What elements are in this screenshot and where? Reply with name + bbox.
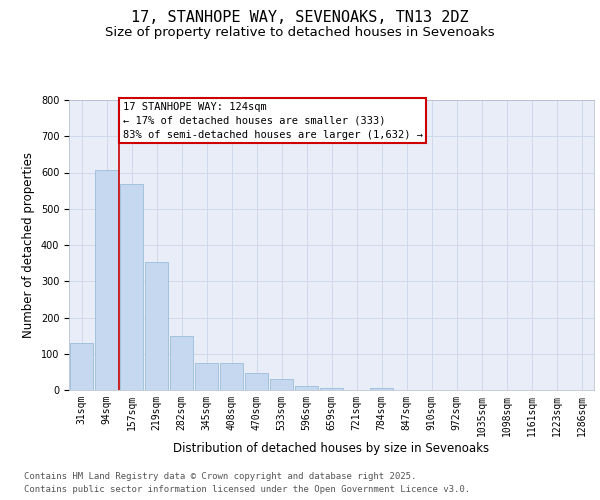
Bar (95, 170, 118, 390)
Bar (370, 388, 393, 390)
X-axis label: Distribution of detached houses by size in Sevenoaks: Distribution of detached houses by size … (173, 442, 490, 454)
Text: 17, STANHOPE WAY, SEVENOAKS, TN13 2DZ: 17, STANHOPE WAY, SEVENOAKS, TN13 2DZ (131, 10, 469, 25)
Bar (170, 336, 193, 390)
Bar (220, 363, 243, 390)
Bar (120, 184, 143, 390)
Bar (195, 363, 218, 390)
Bar (70, 343, 93, 390)
Text: 17 STANHOPE WAY: 124sqm
← 17% of detached houses are smaller (333)
83% of semi-d: 17 STANHOPE WAY: 124sqm ← 17% of detache… (123, 102, 423, 140)
Bar (145, 262, 168, 390)
Bar (270, 379, 293, 390)
Bar (245, 373, 268, 390)
Y-axis label: Number of detached properties: Number of detached properties (22, 152, 35, 338)
Text: Contains public sector information licensed under the Open Government Licence v3: Contains public sector information licen… (24, 485, 470, 494)
Text: Contains HM Land Registry data © Crown copyright and database right 2025.: Contains HM Land Registry data © Crown c… (24, 472, 416, 481)
Text: Size of property relative to detached houses in Sevenoaks: Size of property relative to detached ho… (105, 26, 495, 39)
Bar (295, 386, 318, 390)
Bar (320, 388, 343, 390)
